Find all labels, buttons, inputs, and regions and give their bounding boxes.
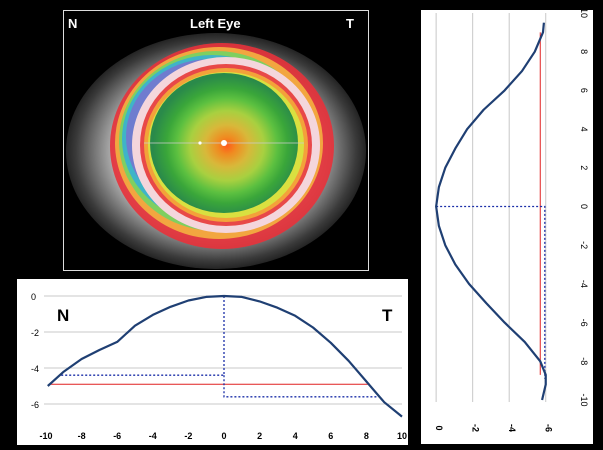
y-tick-label: -6 [31,400,39,410]
x-tick-label: -10 [39,431,52,441]
y-tick-label: -2 [579,241,589,249]
y-tick-label: 4 [579,127,589,132]
x-tick-label: 6 [328,431,333,441]
x-tick-label: -6 [113,431,121,441]
vertical-profile-chart: 0 -2 -4 -6 10 8 6 4 2 0 -2 -4 -6 -8 -10 [434,8,589,432]
temporal-label: T [346,16,354,31]
guide-line [223,375,379,398]
x-tick-label: -6 [544,424,554,432]
nasal-side-label: N [57,306,69,325]
y-tick-label: 10 [579,10,589,18]
x-tick-label: 2 [257,431,262,441]
y-tick-label: 0 [579,204,589,209]
x-tick-label: -2 [184,431,192,441]
x-tick-label: -4 [149,431,157,441]
x-tick-label: 4 [293,431,298,441]
profile-line [435,22,547,401]
x-tick-label: -2 [471,424,481,432]
x-tick-label: 10 [397,431,407,441]
x-tick-label: 0 [221,431,226,441]
y-tick-label: -8 [579,357,589,365]
y-tick-label: -2 [31,328,39,338]
y-tick-label: 0 [31,292,36,302]
y-tick-label: 2 [579,165,589,170]
temporal-side-label: T [382,306,393,325]
y-tick-label: 8 [579,49,589,54]
y-tick-label: 6 [579,88,589,93]
topography-map-panel: N Left Eye T [63,10,369,271]
map-title: Left Eye [190,16,241,31]
vertical-profile-chart-panel: 0 -2 -4 -6 10 8 6 4 2 0 -2 -4 -6 -8 -10 [421,8,593,444]
horizontal-profile-chart-panel: 0 -2 -4 -6 -10 -8 -6 -4 -2 0 2 4 6 8 10 N T [17,279,408,445]
y-tick-label: -4 [579,280,589,288]
nasal-label: N [68,16,78,31]
y-tick-label: -10 [579,393,589,406]
topography-map [64,11,368,270]
guide-line [436,205,546,379]
x-tick-label: 0 [434,425,444,430]
guide-line [60,296,225,376]
x-tick-label: -4 [507,424,517,432]
horizontal-profile-chart: 0 -2 -4 -6 -10 -8 -6 -4 -2 0 2 4 6 8 10 N T [31,292,407,441]
y-tick-label: -6 [579,319,589,327]
x-tick-label: 8 [364,431,369,441]
apex-marker [221,140,227,146]
y-tick-label: -4 [31,364,39,374]
x-tick-label: -8 [78,431,86,441]
profile-line [47,294,403,418]
